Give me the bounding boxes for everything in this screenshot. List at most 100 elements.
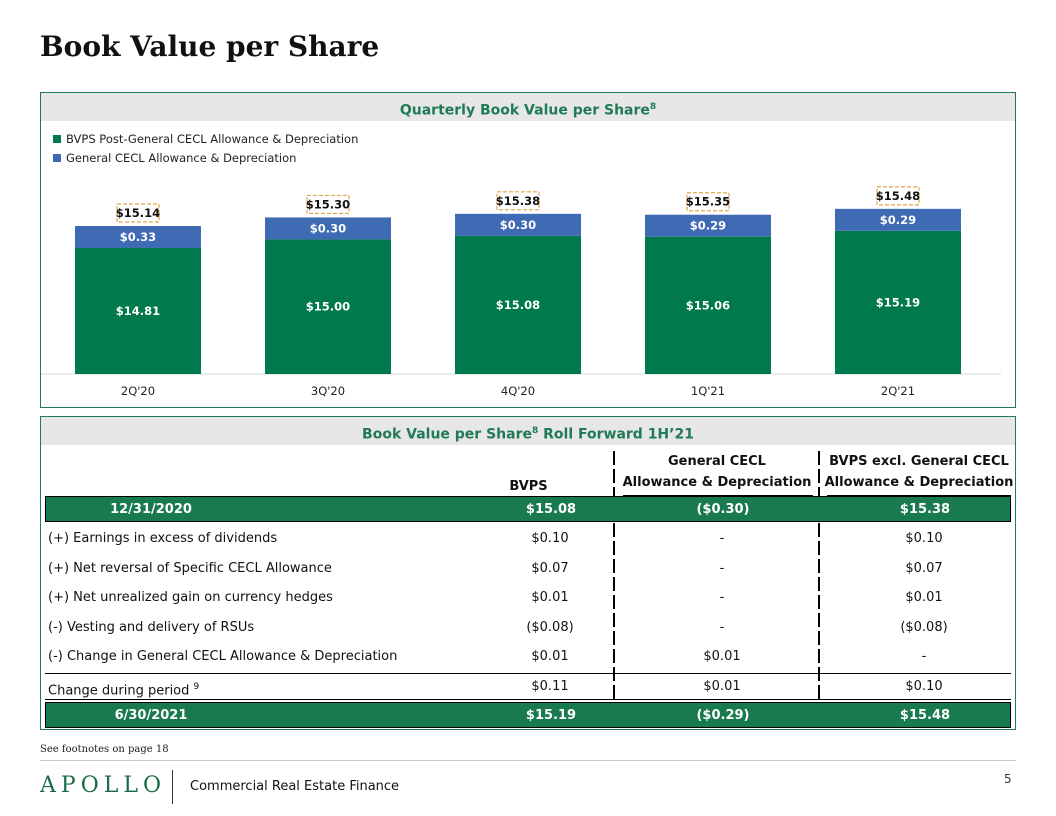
row-excl: - xyxy=(921,649,927,664)
change-row-excl: $0.10 xyxy=(905,679,943,694)
start-row-excl: $15.38 xyxy=(899,502,951,517)
legend-label-post-cecl: BVPS Post-General CECL Allowance & Depre… xyxy=(66,131,359,146)
row-cecl: - xyxy=(719,590,725,605)
bar-cecl-4 xyxy=(835,208,961,231)
data-label-post-cecl-4: $15.19 xyxy=(876,295,920,309)
change-row-cecl: $0.01 xyxy=(703,679,741,694)
row-cecl: - xyxy=(719,620,725,635)
row-bvps: $0.01 xyxy=(531,649,569,664)
change-row-top-rule xyxy=(45,673,1011,674)
end-row-bvps: $15.19 xyxy=(525,708,577,723)
total-label-0: $15.14 xyxy=(116,206,160,220)
x-tick-label-1: 3Q'20 xyxy=(311,384,345,398)
start-row-bvps: $15.08 xyxy=(525,502,577,517)
start-row-label: 12/31/2020 xyxy=(110,502,192,517)
page-number: 5 xyxy=(1004,772,1012,786)
row-label: (-) Vesting and delivery of RSUs xyxy=(48,620,255,635)
bar-post-cecl-0 xyxy=(75,248,201,374)
legend-swatch-green xyxy=(53,134,61,143)
row-excl: $0.07 xyxy=(905,561,943,576)
chart-panel-header: Quarterly Book Value per Share8 xyxy=(41,93,1015,121)
table-row: (+) Net reversal of Specific CECL Allowa… xyxy=(45,556,1011,582)
apollo-logo: APOLLO xyxy=(40,773,166,798)
header-excl-line2: Allowance & Depreciation xyxy=(824,475,1014,490)
data-label-cecl-3: $0.29 xyxy=(690,219,726,233)
change-row-label: Change during period xyxy=(48,683,190,699)
data-label-cecl-4: $0.29 xyxy=(880,213,916,227)
data-label-post-cecl-3: $15.06 xyxy=(686,298,730,312)
change-row-bottom-rule xyxy=(45,699,1011,700)
start-row-cecl: ($0.30) xyxy=(696,502,750,517)
table-title-footnote: 8 xyxy=(531,426,539,436)
row-bvps: $0.07 xyxy=(531,561,569,576)
header-excl-line1: BVPS excl. General CECL xyxy=(829,454,1009,469)
bar-cecl-3 xyxy=(645,214,771,237)
row-excl: ($0.08) xyxy=(900,620,948,635)
total-label-2: $15.38 xyxy=(496,194,540,208)
data-label-post-cecl-2: $15.08 xyxy=(496,298,540,312)
row-excl: $0.01 xyxy=(905,590,943,605)
x-tick-label-0: 2Q'20 xyxy=(121,384,155,398)
total-label-1: $15.30 xyxy=(306,197,350,211)
row-excl: $0.10 xyxy=(905,531,943,546)
column-separator-1 xyxy=(613,451,615,727)
bar-post-cecl-4 xyxy=(835,230,961,374)
table-row: (+) Net unrealized gain on currency hedg… xyxy=(45,585,1011,611)
footnote-text: See footnotes on page 18 xyxy=(40,744,169,755)
header-bvps: BVPS xyxy=(509,479,548,494)
table-row: (-) Change in General CECL Allowance & D… xyxy=(45,644,1011,670)
bar-cecl-0 xyxy=(75,226,201,248)
legend-item-post-cecl: BVPS Post-General CECL Allowance & Depre… xyxy=(53,129,358,148)
logo-divider xyxy=(172,770,173,804)
page-title: Book Value per Share xyxy=(40,30,380,63)
data-label-cecl-0: $0.33 xyxy=(120,230,156,244)
x-tick-label-3: 1Q'21 xyxy=(691,384,725,398)
chart-legend: BVPS Post-General CECL Allowance & Depre… xyxy=(53,129,358,167)
change-row-label-wrap: Change during period 9 xyxy=(48,674,199,700)
row-cecl: - xyxy=(719,531,725,546)
table-row: (-) Vesting and delivery of RSUs ($0.08)… xyxy=(45,615,1011,641)
table-row: (+) Earnings in excess of dividends $0.1… xyxy=(45,526,1011,552)
total-label-3: $15.35 xyxy=(686,195,730,209)
chart-title: Quarterly Book Value per Share xyxy=(399,102,650,119)
row-cecl: $0.01 xyxy=(703,649,741,664)
bar-post-cecl-1 xyxy=(265,239,391,374)
bar-post-cecl-2 xyxy=(455,235,581,374)
total-label-4: $15.48 xyxy=(876,189,920,203)
legend-item-cecl: General CECL Allowance & Depreciation xyxy=(53,148,358,167)
table-panel-header: Book Value per Share8 Roll Forward 1H’21 xyxy=(41,417,1015,445)
end-balance-row: 6/30/2021 $15.19 ($0.29) $15.48 xyxy=(45,702,1011,728)
header-cecl-line2: Allowance & Depreciation xyxy=(622,475,812,490)
bar-post-cecl-3 xyxy=(645,236,771,374)
total-callout-box-2 xyxy=(496,191,540,211)
change-row-bvps: $0.11 xyxy=(531,679,569,694)
change-during-period-row: Change during period 9 $0.11 $0.01 $0.10 xyxy=(45,674,1011,700)
end-row-excl: $15.48 xyxy=(899,708,951,723)
row-cecl: - xyxy=(719,561,725,576)
legend-swatch-blue xyxy=(53,153,61,162)
row-label: (+) Earnings in excess of dividends xyxy=(48,531,278,546)
end-row-label: 6/30/2021 xyxy=(114,708,188,723)
data-label-post-cecl-0: $14.81 xyxy=(116,304,160,318)
header-excl-underline xyxy=(827,495,1011,496)
bar-cecl-1 xyxy=(265,217,391,240)
row-bvps: $0.01 xyxy=(531,590,569,605)
row-label: (+) Net reversal of Specific CECL Allowa… xyxy=(48,561,332,576)
row-label: (-) Change in General CECL Allowance & D… xyxy=(48,649,398,664)
bvps-roll-forward-panel: Book Value per Share8 Roll Forward 1H’21… xyxy=(40,416,1016,730)
table-title-suffix: Roll Forward 1H’21 xyxy=(543,426,694,443)
bar-cecl-2 xyxy=(455,213,581,236)
change-row-footnote: 9 xyxy=(193,682,200,692)
row-bvps: ($0.08) xyxy=(526,620,574,635)
table-title: Book Value per Share xyxy=(362,426,532,443)
total-callout-box-3 xyxy=(686,192,730,212)
data-label-cecl-2: $0.30 xyxy=(500,218,536,232)
total-callout-box-4 xyxy=(876,186,920,206)
x-tick-label-2: 4Q'20 xyxy=(501,384,535,398)
header-cecl-line1: General CECL xyxy=(668,454,766,469)
legend-label-cecl: General CECL Allowance & Depreciation xyxy=(66,150,297,165)
column-separator-2 xyxy=(818,451,820,727)
data-label-cecl-1: $0.30 xyxy=(310,221,346,235)
total-callout-box-0 xyxy=(116,203,160,223)
subbrand-text: Commercial Real Estate Finance xyxy=(190,779,400,794)
